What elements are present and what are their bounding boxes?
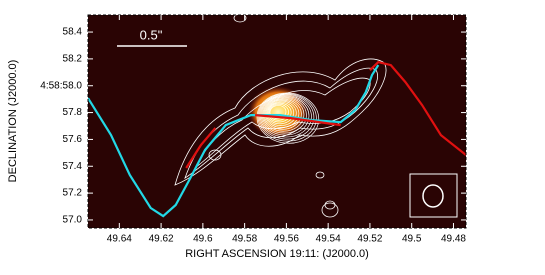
contour <box>208 149 222 161</box>
x-tick-label: 49.52 <box>357 234 382 245</box>
x-tick-label: 49.48 <box>441 234 466 245</box>
y-tick-label: 57.4 <box>63 161 83 172</box>
contour <box>315 171 325 179</box>
y-tick-label: 4:58:58.0 <box>40 80 82 91</box>
y-tick-label: 57.8 <box>63 107 83 118</box>
x-tick-label: 49.5 <box>402 234 422 245</box>
curve <box>185 60 466 169</box>
contours <box>174 15 387 218</box>
contour <box>269 105 287 119</box>
frame <box>87 14 467 229</box>
x-tick-label: 49.54 <box>316 234 341 245</box>
y-tick-label: 57.0 <box>63 215 83 226</box>
x-tick-label: 49.64 <box>107 234 132 245</box>
contour <box>267 102 292 123</box>
scale-label: 0.5" <box>140 27 163 42</box>
contour <box>321 202 339 218</box>
y-tick-label: 57.2 <box>63 188 83 199</box>
contour <box>174 58 387 186</box>
contour <box>268 103 289 121</box>
curve <box>88 64 380 218</box>
y-tick-label: 58.4 <box>63 27 83 38</box>
x-tick-label: 49.56 <box>274 234 299 245</box>
x-tick-label: 49.6 <box>193 234 213 245</box>
contour <box>184 67 378 179</box>
y-tick-label: 57.6 <box>63 134 83 145</box>
beam <box>422 184 444 208</box>
x-axis-label: RIGHT ASCENSION 19:11: (J2000.0) <box>185 248 369 260</box>
y-tick-label: 58.2 <box>63 54 83 65</box>
contour <box>233 15 247 23</box>
x-tick-label: 49.62 <box>149 234 174 245</box>
y-axis-label: DECLINATION (J2000.0) <box>7 60 19 183</box>
x-tick-label: 49.58 <box>232 234 257 245</box>
curves <box>88 60 466 218</box>
beam-box <box>409 173 458 218</box>
